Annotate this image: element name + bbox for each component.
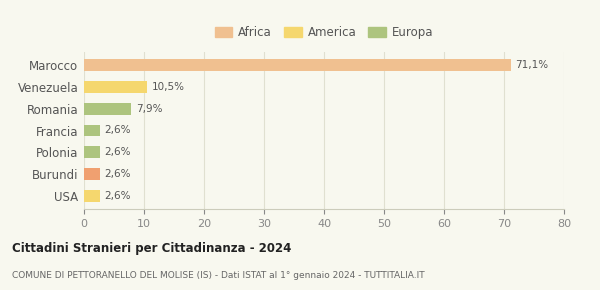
Bar bbox=[84, 59, 511, 71]
Legend: Africa, America, Europa: Africa, America, Europa bbox=[212, 24, 436, 41]
Text: 2,6%: 2,6% bbox=[104, 191, 131, 201]
Bar bbox=[84, 81, 147, 93]
Text: 7,9%: 7,9% bbox=[136, 104, 163, 114]
Bar bbox=[84, 124, 100, 137]
Text: COMUNE DI PETTORANELLO DEL MOLISE (IS) - Dati ISTAT al 1° gennaio 2024 - TUTTITA: COMUNE DI PETTORANELLO DEL MOLISE (IS) -… bbox=[12, 271, 425, 280]
Text: 2,6%: 2,6% bbox=[104, 126, 131, 135]
Bar bbox=[84, 146, 100, 158]
Text: 2,6%: 2,6% bbox=[104, 147, 131, 157]
Text: 10,5%: 10,5% bbox=[152, 82, 185, 92]
Bar bbox=[84, 168, 100, 180]
Bar bbox=[84, 190, 100, 202]
Text: 71,1%: 71,1% bbox=[515, 60, 548, 70]
Text: 2,6%: 2,6% bbox=[104, 169, 131, 179]
Text: Cittadini Stranieri per Cittadinanza - 2024: Cittadini Stranieri per Cittadinanza - 2… bbox=[12, 242, 292, 255]
Bar bbox=[84, 103, 131, 115]
